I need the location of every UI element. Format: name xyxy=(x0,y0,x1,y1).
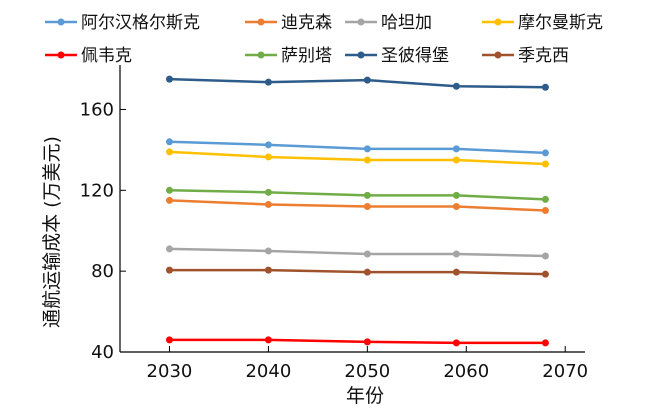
legend-item: 萨别塔 xyxy=(245,46,332,66)
data-point xyxy=(165,148,173,156)
series-line xyxy=(169,247,546,258)
data-point xyxy=(264,188,272,196)
legend-swatch-marker xyxy=(494,18,502,26)
series-line xyxy=(169,189,546,201)
data-point xyxy=(165,196,173,204)
y-tick-label: 160 xyxy=(80,99,114,120)
legend-item: 圣彼得堡 xyxy=(345,46,449,66)
legend-label: 季克西 xyxy=(518,46,569,66)
axes: 40 80 120 160 2030 2040 2050 2060 2070 xyxy=(80,65,588,382)
data-point xyxy=(165,186,173,194)
data-point xyxy=(452,156,460,164)
data-point xyxy=(264,78,272,86)
data-point xyxy=(264,266,272,274)
data-point xyxy=(541,207,549,215)
series-layer xyxy=(165,75,549,347)
legend-item: 阿尔汉格尔斯克 xyxy=(45,13,200,33)
data-point xyxy=(452,339,460,347)
data-point xyxy=(165,336,173,344)
x-tick-label: 2050 xyxy=(344,361,390,382)
data-point xyxy=(264,247,272,255)
series-line xyxy=(169,150,546,166)
series-3 xyxy=(165,245,549,260)
y-tick-label: 40 xyxy=(91,342,114,363)
series-2 xyxy=(165,196,549,215)
data-point xyxy=(541,83,549,91)
legend-item: 迪克森 xyxy=(245,13,332,33)
legend-label: 哈坦加 xyxy=(381,13,432,33)
series-6 xyxy=(165,186,549,203)
series-line xyxy=(169,140,546,155)
data-point xyxy=(452,82,460,90)
data-point xyxy=(264,141,272,149)
x-tick-label: 2060 xyxy=(443,361,489,382)
series-4 xyxy=(165,148,549,168)
series-5 xyxy=(165,336,549,347)
legend-item: 哈坦加 xyxy=(345,13,432,33)
legend-swatch-marker xyxy=(257,51,265,59)
data-point xyxy=(363,268,371,276)
data-point xyxy=(363,202,371,210)
series-line xyxy=(169,268,546,276)
legend-swatch-marker xyxy=(57,51,65,59)
x-tick-label: 2070 xyxy=(542,361,588,382)
legend-label: 圣彼得堡 xyxy=(381,46,449,66)
series-1 xyxy=(165,138,549,157)
legend-item: 佩韦克 xyxy=(45,46,132,66)
legend-label: 阿尔汉格尔斯克 xyxy=(81,13,200,33)
data-point xyxy=(363,338,371,346)
data-point xyxy=(452,250,460,258)
legend-swatch-marker xyxy=(357,18,365,26)
legend-label: 摩尔曼斯克 xyxy=(518,13,603,33)
data-point xyxy=(541,149,549,157)
data-point xyxy=(264,153,272,161)
data-point xyxy=(264,336,272,344)
data-point xyxy=(264,200,272,208)
data-point xyxy=(452,191,460,199)
y-tick-label: 120 xyxy=(80,180,114,201)
legend-swatch-marker xyxy=(257,18,265,26)
data-point xyxy=(165,266,173,274)
legend-label: 佩韦克 xyxy=(81,46,132,66)
legend-item: 季克西 xyxy=(482,46,569,66)
series-line xyxy=(169,77,546,89)
x-tick-label: 2030 xyxy=(147,361,193,382)
data-point xyxy=(541,195,549,203)
legend-swatch-marker xyxy=(57,18,65,26)
data-point xyxy=(541,339,549,347)
data-point xyxy=(363,191,371,199)
x-axis-title: 年份 xyxy=(346,385,384,407)
data-point xyxy=(363,145,371,153)
y-axis-title: 通航运输成本 (万美元) xyxy=(41,136,63,328)
data-point xyxy=(541,270,549,278)
legend-label: 萨别塔 xyxy=(281,46,332,66)
data-point xyxy=(363,250,371,258)
legend-swatch-marker xyxy=(494,51,502,59)
data-point xyxy=(165,245,173,253)
data-point xyxy=(363,76,371,84)
data-point xyxy=(452,145,460,153)
data-point xyxy=(363,156,371,164)
series-7 xyxy=(165,75,549,91)
legend-swatch-marker xyxy=(357,51,365,59)
data-point xyxy=(452,268,460,276)
series-line xyxy=(169,199,546,212)
data-point xyxy=(452,202,460,210)
x-tick-label: 2040 xyxy=(245,361,291,382)
data-point xyxy=(165,75,173,83)
series-8 xyxy=(165,266,549,278)
data-point xyxy=(541,252,549,260)
series-line xyxy=(169,338,546,345)
data-point xyxy=(541,160,549,168)
data-point xyxy=(165,138,173,146)
legend-item: 摩尔曼斯克 xyxy=(482,13,603,33)
legend-label: 迪克森 xyxy=(281,13,332,33)
y-tick-label: 80 xyxy=(91,261,114,282)
